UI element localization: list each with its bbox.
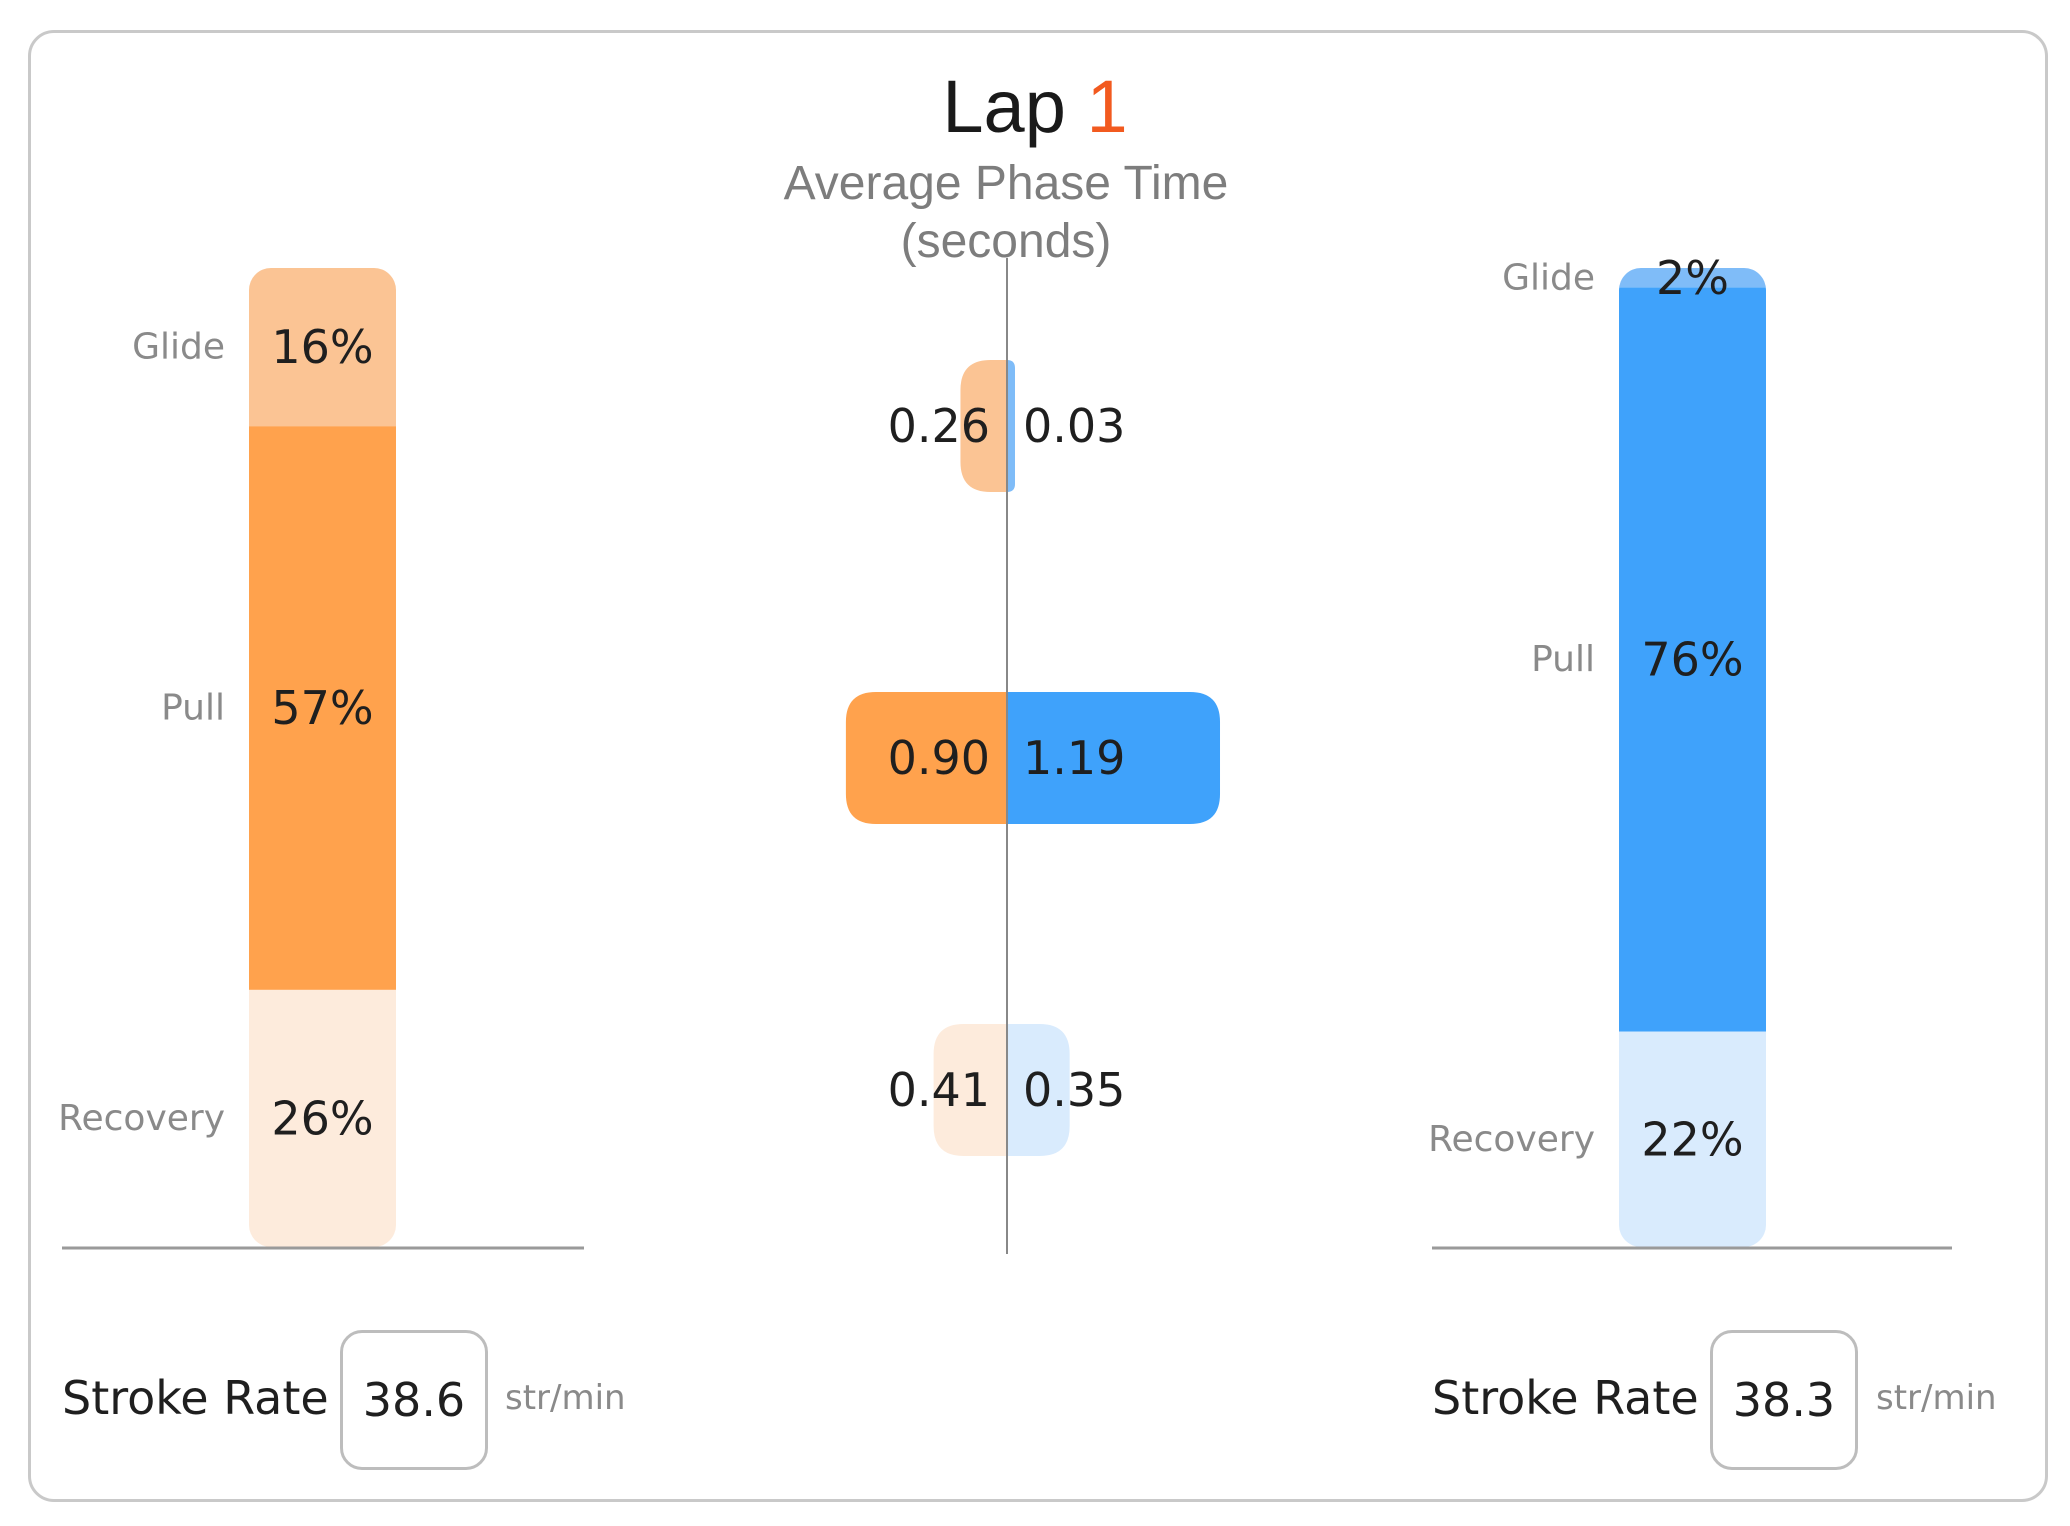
center-value-orange-pull: 0.90 — [888, 731, 990, 785]
center-value-orange-recovery: 0.41 — [888, 1063, 990, 1117]
left-label-glide: Glide — [132, 327, 225, 368]
stroke-rate-right-value: 38.3 — [1710, 1330, 1858, 1470]
center-value-orange-glide: 0.26 — [888, 399, 990, 453]
left-stacked-bar — [249, 268, 396, 1247]
stroke-rate-left-value: 38.6 — [340, 1330, 488, 1470]
right-stacked-bar — [1619, 268, 1766, 1247]
center-bar-orange-pull — [845, 692, 1007, 824]
center-value-blue-recovery: 0.35 — [1023, 1063, 1125, 1117]
left-pct-glide: 16% — [271, 320, 373, 374]
stroke-rate-right-unit: str/min — [1876, 1378, 1997, 1418]
left-segment-glide — [249, 268, 396, 427]
stroke-rate-left-label: Stroke Rate — [62, 1371, 329, 1425]
left-pct-pull: 57% — [271, 681, 373, 735]
right-pct-recovery: 22% — [1641, 1112, 1743, 1166]
left-label-recovery: Recovery — [58, 1098, 225, 1139]
center-bar-orange-glide — [960, 360, 1007, 492]
center-value-blue-glide: 0.03 — [1023, 399, 1125, 453]
center-bar-blue-glide — [1007, 360, 1015, 492]
chart-subtitle: Average Phase Time (seconds) — [0, 155, 2012, 271]
chart-text: Glide 16% Pull 57% Recovery 26% Glide 2% Pull 76%… — [58, 251, 1744, 1167]
page-title: Lap 1 — [0, 62, 2070, 152]
center-diverging-bars — [845, 360, 1221, 1156]
right-label-pull: Pull — [1531, 639, 1595, 680]
lap-number: 1 — [1086, 65, 1128, 148]
left-label-pull: Pull — [161, 688, 225, 729]
right-segment-pull — [1619, 287, 1766, 1032]
right-label-glide: Glide — [1502, 257, 1595, 298]
stroke-rate-right-label: Stroke Rate — [1432, 1371, 1699, 1425]
left-segment-pull — [249, 426, 396, 990]
subtitle-line1: Average Phase Time — [783, 157, 1229, 210]
center-value-blue-pull: 1.19 — [1023, 731, 1125, 785]
title-prefix: Lap — [942, 65, 1066, 148]
stroke-rate-left-unit: str/min — [505, 1378, 626, 1418]
right-segment-recovery — [1619, 1031, 1766, 1247]
right-pct-glide: 2% — [1656, 251, 1729, 305]
center-bar-blue-recovery — [1007, 1024, 1070, 1156]
right-segment-glide — [1619, 268, 1766, 288]
left-segment-recovery — [249, 989, 396, 1247]
right-label-recovery: Recovery — [1428, 1119, 1595, 1160]
center-bar-blue-pull — [1007, 692, 1221, 824]
left-pct-recovery: 26% — [271, 1091, 373, 1145]
right-pct-pull: 76% — [1641, 633, 1743, 687]
center-bar-orange-recovery — [933, 1024, 1007, 1156]
